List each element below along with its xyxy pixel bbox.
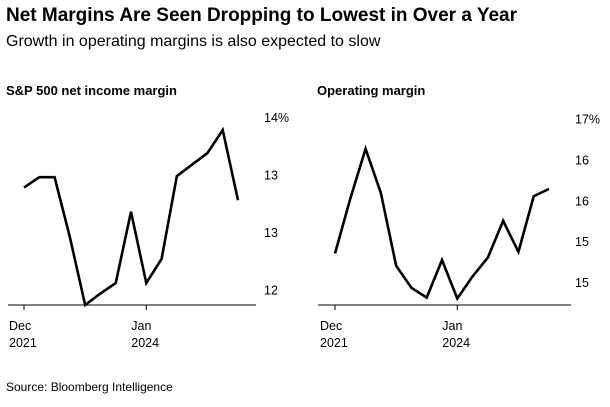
y-tick-label: 13 (264, 168, 278, 182)
y-tick-label: 15 (575, 235, 589, 249)
x-tick-label: Jan 2024 (442, 319, 471, 350)
y-tick-label: 17% (575, 112, 600, 126)
panel-title: Operating margin (317, 83, 426, 98)
y-tick-label: 13 (264, 226, 278, 240)
y-tick-label: 15 (575, 276, 589, 290)
x-tick-label: Dec 2021 (320, 319, 348, 350)
data-line (23, 126, 240, 308)
x-tick-label: Dec 2021 (9, 319, 37, 350)
panel-title: S&P 500 net income margin (6, 83, 177, 98)
x-tick-label: Jan 2024 (131, 319, 160, 350)
y-tick-label: 12 (264, 283, 278, 297)
source-note: Source: Bloomberg Intelligence (6, 380, 173, 394)
y-tick-label: 16 (575, 153, 589, 167)
y-tick-label: 14% (264, 111, 289, 125)
y-tick-label: 16 (575, 194, 589, 208)
data-line (333, 144, 550, 302)
chart-title: Net Margins Are Seen Dropping to Lowest … (6, 5, 518, 26)
chart-subtitle: Growth in operating margins is also expe… (6, 33, 381, 50)
